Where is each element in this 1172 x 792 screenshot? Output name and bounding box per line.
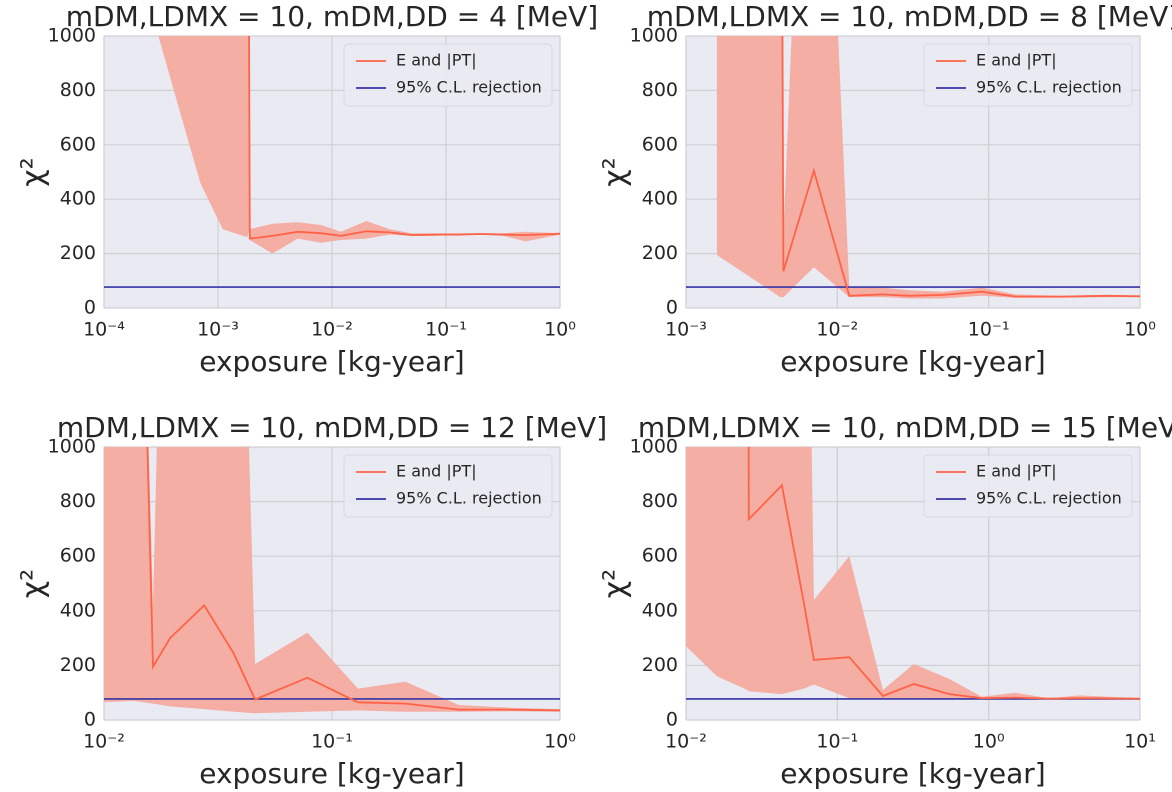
legend-box xyxy=(343,454,553,518)
x-tick-label: 10⁰ xyxy=(544,319,576,341)
y-tick-label: 600 xyxy=(60,545,96,567)
x-tick-label: 10⁰ xyxy=(973,731,1005,753)
y-axis-label: χ² xyxy=(598,569,633,598)
y-tick-label: 1000 xyxy=(630,436,678,458)
chart-title: mDM,LDMX = 10, mDM,DD = 4 [MeV] xyxy=(66,0,598,33)
y-tick-label: 0 xyxy=(84,709,96,731)
y-tick-label: 400 xyxy=(642,599,678,621)
legend-label: E and |PT| xyxy=(396,462,477,481)
y-tick-label: 800 xyxy=(642,79,678,101)
x-tick-label: 10⁰ xyxy=(544,731,576,753)
y-tick-label: 600 xyxy=(642,545,678,567)
y-tick-label: 400 xyxy=(60,188,96,210)
y-axis-label: χ² xyxy=(16,157,51,186)
y-tick-label: 600 xyxy=(60,133,96,155)
subplot: 10⁻³ 10⁻² 10⁻¹ 10⁰ 0 200 400 600 800 1000mDM,LDMX… xyxy=(598,0,1172,378)
series-line xyxy=(747,447,1140,700)
legend-label: E and |PT| xyxy=(976,51,1057,70)
y-tick-label: 1000 xyxy=(48,436,96,458)
uncertainty-band xyxy=(104,447,560,714)
y-tick-label: 800 xyxy=(60,490,96,512)
y-tick-label: 800 xyxy=(642,490,678,512)
y-tick-label: 0 xyxy=(666,709,678,731)
y-tick-label: 800 xyxy=(60,79,96,101)
y-tick-label: 400 xyxy=(642,188,678,210)
y-tick-label: 0 xyxy=(666,297,678,319)
chart-title: mDM,LDMX = 10, mDM,DD = 8 [MeV] xyxy=(647,0,1172,33)
y-tick-label: 200 xyxy=(60,654,96,676)
x-axis-label: exposure [kg-year] xyxy=(199,345,464,378)
x-tick-label: 10⁻³ xyxy=(197,319,239,341)
legend-label: E and |PT| xyxy=(396,51,477,70)
x-tick-label: 10⁻² xyxy=(816,319,858,341)
uncertainty-band xyxy=(158,36,560,254)
legend-label: E and |PT| xyxy=(976,462,1057,481)
y-axis-label: χ² xyxy=(598,157,633,186)
y-axis-label: χ² xyxy=(16,569,51,598)
legend-box xyxy=(923,454,1133,518)
x-tick-label: 10⁻¹ xyxy=(816,731,858,753)
y-tick-label: 0 xyxy=(84,297,96,319)
legend-box xyxy=(343,43,553,107)
y-tick-label: 1000 xyxy=(630,25,678,47)
uncertainty-band xyxy=(686,447,1140,700)
legend-box xyxy=(923,43,1133,107)
y-tick-label: 1000 xyxy=(48,25,96,47)
x-tick-label: 10⁻² xyxy=(311,319,353,341)
x-tick-label: 10⁰ xyxy=(1124,319,1156,341)
subplot: 10⁻⁴ 10⁻³ 10⁻² 10⁻¹ 10⁰ 0 200 400 600 800 1000mDM,… xyxy=(16,0,599,378)
x-tick-label: 10¹ xyxy=(1124,731,1156,753)
plot-area xyxy=(686,447,1140,700)
legend-label: 95% C.L. rejection xyxy=(396,489,542,508)
legend-label: 95% C.L. rejection xyxy=(976,78,1122,97)
y-tick-label: 200 xyxy=(60,242,96,264)
series-line xyxy=(781,36,1140,298)
legend-label: 95% C.L. rejection xyxy=(396,78,542,97)
y-tick-label: 200 xyxy=(642,242,678,264)
y-tick-label: 200 xyxy=(642,654,678,676)
plot-area xyxy=(104,447,560,714)
x-tick-label: 10⁻¹ xyxy=(968,319,1010,341)
x-tick-label: 10⁻¹ xyxy=(311,731,353,753)
plot-area xyxy=(104,36,560,288)
chart-title: mDM,LDMX = 10, mDM,DD = 12 [MeV] xyxy=(57,411,607,444)
x-axis-label: exposure [kg-year] xyxy=(780,345,1045,378)
series-line xyxy=(146,447,560,712)
x-tick-label: 10⁻¹ xyxy=(425,319,467,341)
x-tick-label: 10⁻³ xyxy=(665,319,707,341)
subplot: 10⁻² 10⁻¹ 10⁰ 10¹ 0 200 400 600 800 1000mDM,LDMX … xyxy=(598,411,1172,790)
x-axis-label: exposure [kg-year] xyxy=(780,757,1045,790)
x-tick-label: 10⁻² xyxy=(665,731,707,753)
legend-label: 95% C.L. rejection xyxy=(976,489,1122,508)
y-tick-label: 600 xyxy=(642,133,678,155)
uncertainty-band xyxy=(716,36,1140,299)
plot-area xyxy=(686,36,1140,299)
y-tick-label: 400 xyxy=(60,599,96,621)
x-tick-label: 10⁻² xyxy=(83,731,125,753)
chart-title: mDM,LDMX = 10, mDM,DD = 15 [MeV] xyxy=(638,411,1172,444)
series-line xyxy=(248,36,560,240)
x-axis-label: exposure [kg-year] xyxy=(199,757,464,790)
x-tick-label: 10⁻⁴ xyxy=(83,319,125,341)
